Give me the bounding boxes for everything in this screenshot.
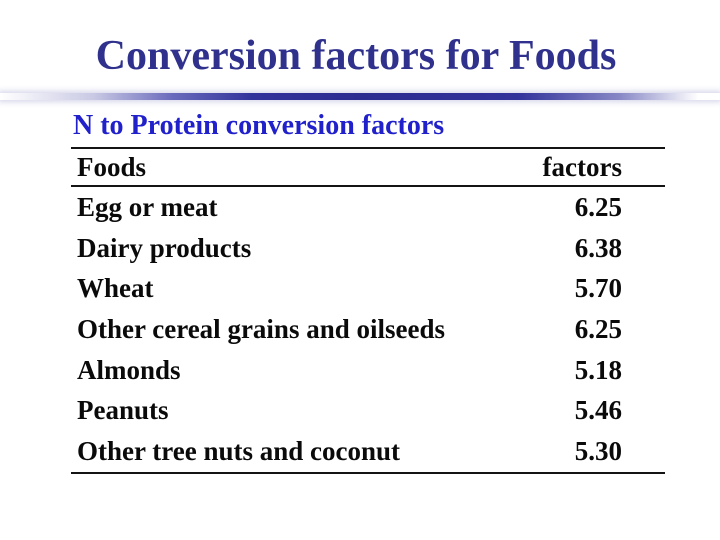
food-name-cell: Other tree nuts and coconut: [77, 435, 400, 466]
table-row: Peanuts 5.46: [71, 390, 665, 431]
food-name-cell: Other cereal grains and oilseeds: [77, 313, 445, 344]
table-row: Other cereal grains and oilseeds 6.25: [71, 309, 665, 350]
factor-value-cell: 5.30: [574, 435, 622, 466]
table-row: Wheat 5.70: [71, 268, 665, 309]
food-name-cell: Wheat: [77, 273, 154, 304]
factor-value-cell: 5.18: [574, 354, 622, 385]
column-header-foods: Foods: [77, 151, 147, 182]
table-row: Other tree nuts and coconut 5.30: [71, 431, 665, 472]
factor-value-cell: 6.25: [574, 191, 622, 222]
factor-value-cell: 5.70: [574, 273, 622, 304]
conversion-factors-table: Foods factors Egg or meat 6.25 Dairy pro…: [71, 147, 665, 474]
column-header-factors: factors: [542, 151, 622, 182]
table-header-row: Foods factors: [71, 147, 665, 187]
food-name-cell: Peanuts: [77, 395, 169, 426]
table-row: Dairy products 6.38: [71, 228, 665, 269]
factor-value-cell: 6.25: [574, 313, 622, 344]
table-body: Egg or meat 6.25 Dairy products 6.38 Whe…: [71, 187, 665, 474]
title-divider-rule: [0, 93, 720, 100]
table-row: Almonds 5.18: [71, 350, 665, 391]
table-title: N to Protein conversion factors: [73, 110, 445, 141]
table-row: Egg or meat 6.25: [71, 187, 665, 228]
factor-value-cell: 5.46: [574, 395, 622, 426]
food-name-cell: Almonds: [77, 354, 181, 385]
food-name-cell: Egg or meat: [77, 191, 218, 222]
slide-title: Conversion factors for Foods: [95, 33, 617, 79]
food-name-cell: Dairy products: [77, 232, 252, 263]
factor-value-cell: 6.38: [574, 232, 622, 263]
